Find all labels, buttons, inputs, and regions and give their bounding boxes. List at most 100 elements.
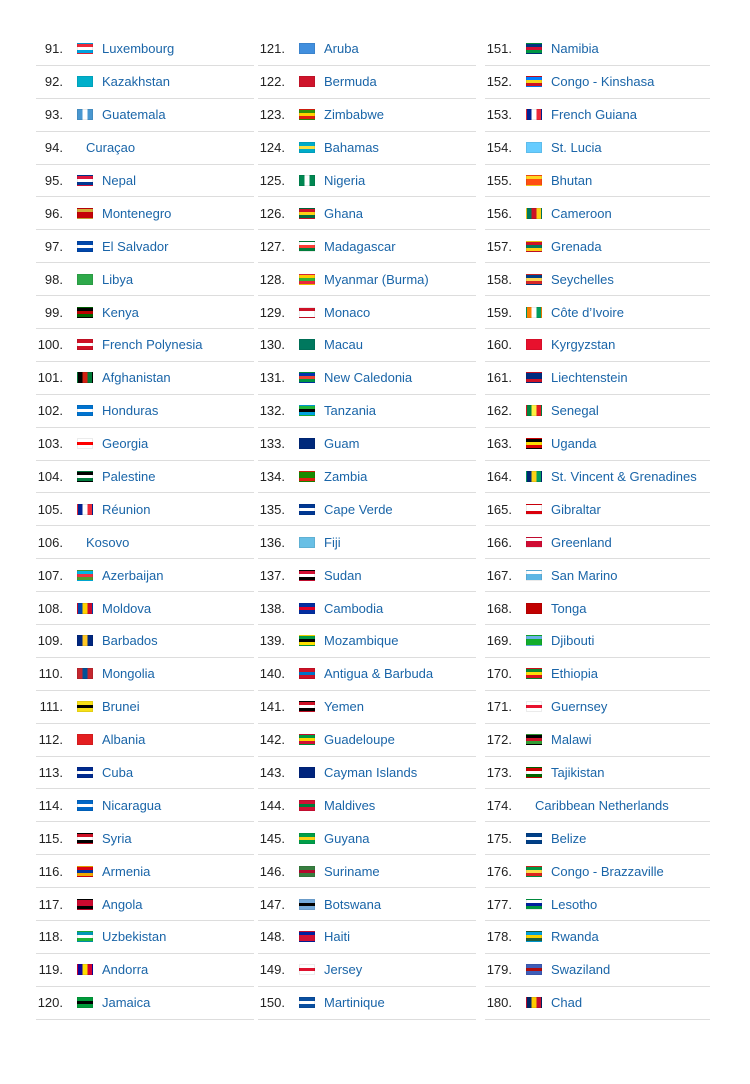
country-link[interactable]: Zimbabwe — [324, 107, 384, 123]
flag-icon — [299, 175, 315, 186]
country-link[interactable]: Kazakhstan — [102, 74, 170, 90]
list-item: 173. Tajikistan — [485, 757, 710, 790]
country-link[interactable]: Gibraltar — [551, 501, 601, 517]
country-link[interactable]: Guernsey — [551, 699, 608, 715]
country-link[interactable]: New Caledonia — [324, 370, 413, 386]
country-link[interactable]: Cayman Islands — [324, 765, 418, 781]
country-link[interactable]: Nigeria — [324, 173, 366, 188]
flag-icon — [77, 931, 93, 943]
country-link[interactable]: Congo - Kinshasa — [551, 74, 655, 90]
country-link[interactable]: Guadeloupe — [324, 732, 395, 748]
country-link[interactable]: Kenya — [102, 304, 139, 320]
country-link[interactable]: Yemen — [324, 699, 364, 715]
country-link[interactable]: Bhutan — [551, 173, 593, 188]
list-item: 96. Montenegro — [36, 197, 254, 231]
country-link[interactable]: Djibouti — [551, 633, 595, 649]
country-link[interactable]: Bahamas — [324, 140, 379, 156]
country-link[interactable]: Côte d’Ivoire — [551, 304, 624, 320]
country-link[interactable]: Réunion — [102, 501, 151, 517]
country-link[interactable]: Kosovo — [86, 534, 130, 550]
country-link[interactable]: Malawi — [551, 732, 592, 748]
country-link[interactable]: Suriname — [324, 863, 380, 879]
country-link[interactable]: Antigua & Barbuda — [324, 666, 434, 682]
country-link[interactable]: Swaziland — [551, 962, 611, 978]
country-link[interactable]: Mongolia — [102, 666, 155, 682]
country-link[interactable]: Uzbekistan — [102, 929, 167, 945]
country-link[interactable]: Martinique — [324, 995, 385, 1011]
country-link[interactable]: Sudan — [324, 567, 362, 583]
country-link[interactable]: Luxembourg — [102, 41, 175, 57]
country-link[interactable]: Rwanda — [551, 929, 599, 945]
country-link[interactable]: Guyana — [324, 830, 370, 846]
country-link[interactable]: Moldova — [102, 600, 152, 616]
country-link[interactable]: Cuba — [102, 765, 134, 781]
country-link[interactable]: Azerbaijan — [102, 567, 164, 583]
rank-number: 179. — [486, 962, 512, 978]
country-link[interactable]: Tajikistan — [551, 765, 605, 781]
country-link[interactable]: Cape Verde — [324, 501, 393, 517]
country-link[interactable]: Grenada — [551, 238, 602, 254]
country-link[interactable]: Mozambique — [324, 633, 399, 649]
country-link[interactable]: Haiti — [324, 929, 351, 945]
flag-icon — [77, 109, 93, 121]
country-link[interactable]: Armenia — [102, 863, 151, 879]
country-link[interactable]: Botswana — [324, 896, 382, 912]
country-link[interactable]: Kyrgyzstan — [551, 337, 616, 353]
country-link[interactable]: Cameroon — [551, 205, 612, 221]
country-link[interactable]: Andorra — [102, 962, 149, 978]
country-link[interactable]: Georgia — [102, 436, 149, 452]
country-link[interactable]: Jamaica — [102, 995, 151, 1011]
country-link[interactable]: Palestine — [102, 469, 156, 485]
country-link[interactable]: Cambodia — [324, 600, 384, 616]
country-link[interactable]: Brunei — [102, 699, 140, 715]
country-link[interactable]: Uganda — [551, 436, 597, 452]
country-link[interactable]: Macau — [324, 337, 364, 353]
country-link[interactable]: Tonga — [551, 600, 587, 616]
country-link[interactable]: Aruba — [324, 41, 359, 57]
country-link[interactable]: St. Vincent & Grenadines — [551, 469, 697, 485]
country-link[interactable]: Liechtenstein — [551, 370, 628, 386]
country-link[interactable]: Nepal — [102, 173, 136, 188]
country-link[interactable]: Lesotho — [551, 896, 598, 912]
country-link[interactable]: Myanmar (Burma) — [324, 271, 429, 287]
country-link[interactable]: Nicaragua — [102, 797, 162, 813]
country-link[interactable]: Honduras — [102, 403, 159, 419]
country-link[interactable]: French Polynesia — [102, 337, 203, 353]
country-link[interactable]: Seychelles — [551, 271, 614, 287]
country-link[interactable]: Caribbean Netherlands — [535, 797, 669, 813]
flag-icon — [299, 799, 315, 811]
country-link[interactable]: El Salvador — [102, 238, 169, 254]
country-link[interactable]: Ghana — [324, 205, 364, 221]
country-link[interactable]: Chad — [551, 995, 583, 1011]
country-link[interactable]: Curaçao — [86, 140, 136, 156]
country-link[interactable]: San Marino — [551, 567, 618, 583]
country-link[interactable]: Bermuda — [324, 74, 377, 90]
country-link[interactable]: Libya — [102, 271, 134, 287]
country-link[interactable]: Guatemala — [102, 107, 166, 123]
country-link[interactable]: Belize — [551, 830, 587, 846]
list-item: 133. Guam — [258, 428, 476, 461]
rank-number: 124. — [259, 140, 285, 156]
country-link[interactable]: Monaco — [324, 304, 371, 320]
country-link[interactable]: Montenegro — [102, 205, 172, 221]
country-link[interactable]: Namibia — [551, 41, 599, 57]
country-link[interactable]: Guam — [324, 436, 360, 452]
ranking-column-2: 121. Aruba 122. Bermuda 123. Zimbabwe 124. Baha… — [258, 33, 476, 1020]
country-link[interactable]: Senegal — [551, 403, 599, 419]
country-link[interactable]: Fiji — [324, 534, 341, 550]
country-link[interactable]: Afghanistan — [102, 370, 171, 386]
country-link[interactable]: French Guiana — [551, 107, 637, 123]
country-link[interactable]: Barbados — [102, 633, 158, 649]
country-link[interactable]: Albania — [102, 732, 146, 748]
country-link[interactable]: Congo - Brazzaville — [551, 863, 664, 879]
country-link[interactable]: Jersey — [324, 962, 363, 978]
country-link[interactable]: Ethiopia — [551, 666, 598, 682]
country-link[interactable]: Angola — [102, 896, 143, 912]
country-link[interactable]: Tanzania — [324, 403, 377, 419]
country-link[interactable]: Syria — [102, 830, 132, 846]
country-link[interactable]: St. Lucia — [551, 140, 602, 156]
country-link[interactable]: Greenland — [551, 534, 612, 550]
country-link[interactable]: Maldives — [324, 797, 376, 813]
country-link[interactable]: Madagascar — [324, 238, 396, 254]
country-link[interactable]: Zambia — [324, 469, 368, 485]
